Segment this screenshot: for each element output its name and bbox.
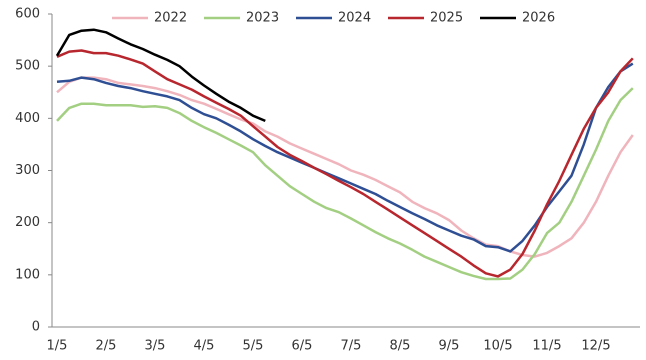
y-tick-label: 300 — [15, 163, 40, 178]
x-tick-label: 2/5 — [96, 339, 117, 354]
x-tick-label: 12/5 — [581, 339, 610, 354]
x-tick-label: 10/5 — [483, 339, 512, 354]
x-tick-label: 4/5 — [194, 339, 215, 354]
legend-label: 2023 — [246, 11, 279, 26]
series-line — [56, 87, 634, 281]
series-line — [56, 49, 634, 278]
y-tick-label: 0 — [32, 320, 40, 335]
series-line — [56, 76, 634, 258]
series-line — [56, 62, 634, 253]
series-line — [55, 28, 266, 123]
x-tick-label: 11/5 — [532, 339, 561, 354]
x-tick-label: 7/5 — [341, 339, 362, 354]
legend-label: 2025 — [430, 11, 463, 26]
y-tick-label: 200 — [15, 215, 40, 230]
y-tick-label: 400 — [15, 111, 40, 126]
legend-label: 2024 — [338, 11, 371, 26]
x-tick-label: 1/5 — [47, 339, 68, 354]
y-tick-label: 500 — [15, 59, 40, 74]
legend-label: 2026 — [522, 11, 555, 26]
x-tick-label: 9/5 — [439, 339, 460, 354]
y-tick-label: 100 — [15, 267, 40, 282]
x-tick-label: 8/5 — [390, 339, 411, 354]
legend-label: 2022 — [154, 11, 187, 26]
x-tick-label: 6/5 — [292, 339, 313, 354]
x-tick-label: 3/5 — [145, 339, 166, 354]
x-tick-label: 5/5 — [243, 339, 264, 354]
y-tick-label: 600 — [15, 7, 40, 22]
